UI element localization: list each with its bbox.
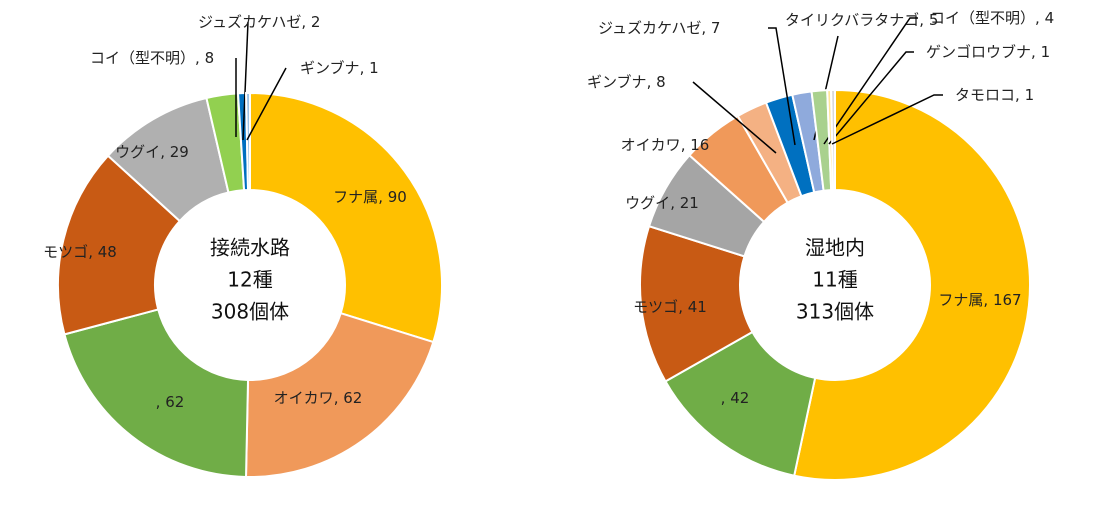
leader-line	[831, 94, 943, 145]
label-separator: ,	[1035, 9, 1045, 27]
value-text: 41	[688, 298, 707, 316]
category-name: コイ（型不明）	[90, 49, 195, 67]
center-title: 湿地内	[805, 236, 865, 260]
data-label: , 62	[156, 393, 185, 411]
category-name: オイカワ	[621, 136, 681, 154]
category-name: ウグイ	[115, 143, 160, 161]
center-species: 11種	[812, 268, 857, 292]
value-text: 5	[929, 11, 939, 29]
value-text: 167	[993, 291, 1022, 309]
leader-line	[828, 51, 914, 145]
label-separator: ,	[1031, 43, 1041, 61]
data-label: タイリクバラタナゴ, 5	[785, 11, 938, 29]
value-text: 48	[98, 243, 117, 261]
value-text: 90	[388, 188, 407, 206]
donut-segment	[63, 308, 250, 478]
label-separator: ,	[919, 11, 929, 29]
value-text: 42	[730, 389, 749, 407]
data-label: ジュズカケハゼ, 7	[598, 19, 720, 37]
category-name: タモロコ	[955, 86, 1015, 104]
value-text: 8	[656, 73, 666, 91]
value-text: 1	[369, 59, 379, 77]
value-text: 7	[711, 19, 721, 37]
data-label: コイ（型不明）, 8	[90, 49, 214, 67]
data-label: ジュズカケハゼ, 2	[198, 13, 320, 31]
leader-line	[692, 81, 777, 154]
leader-line	[768, 27, 796, 146]
value-text: 21	[680, 194, 699, 212]
data-label: ウグイ, 29	[115, 143, 189, 161]
category-name: タイリクバラタナゴ	[785, 11, 919, 29]
value-text: 2	[311, 13, 321, 31]
category-name: ギンブナ	[587, 73, 647, 91]
category-name: フナ属	[938, 291, 983, 309]
leader-line	[246, 67, 287, 141]
data-label: フナ属, 90	[333, 188, 407, 206]
label-separator: ,	[670, 194, 680, 212]
label-separator: ,	[88, 243, 98, 261]
data-label: モツゴ, 41	[633, 298, 707, 316]
label-separator: ,	[681, 136, 691, 154]
center-count: 308個体	[211, 300, 289, 324]
category-name: フナ属	[333, 188, 378, 206]
label-separator: ,	[721, 389, 731, 407]
value-text: 8	[205, 49, 215, 67]
label-separator: ,	[160, 143, 170, 161]
label-separator: ,	[1015, 86, 1025, 104]
category-name: ジュズカケハゼ	[598, 19, 701, 37]
label-separator: ,	[195, 49, 205, 67]
category-name: ジュズカケハゼ	[198, 13, 301, 31]
data-label: ギンブナ, 8	[587, 73, 666, 91]
label-separator: ,	[701, 19, 711, 37]
donut-segment	[244, 311, 435, 478]
center-species: 12種	[227, 268, 272, 292]
value-text: 62	[165, 393, 184, 411]
label-separator: ,	[983, 291, 993, 309]
value-text: 16	[690, 136, 709, 154]
category-name: コイ（型不明）	[930, 9, 1035, 27]
donut-segment	[57, 154, 182, 336]
data-label: オイカワ, 16	[621, 136, 710, 154]
data-label: ギンブナ, 1	[300, 59, 379, 77]
value-text: 1	[1041, 43, 1051, 61]
donut-segment	[830, 88, 836, 192]
category-name: モツゴ	[633, 298, 678, 316]
label-separator: ,	[156, 393, 166, 411]
donut-segment	[244, 91, 251, 192]
leader-line	[242, 21, 249, 141]
donut-segment	[664, 330, 817, 477]
value-text: 4	[1045, 9, 1055, 27]
category-name: モツゴ	[43, 243, 88, 261]
data-label: コイ（型不明）, 4	[930, 9, 1054, 27]
label-separator: ,	[301, 13, 311, 31]
category-name: ギンブナ	[300, 59, 360, 77]
value-text: 1	[1025, 86, 1035, 104]
donut-segment	[249, 91, 443, 344]
data-label: タモロコ, 1	[955, 86, 1034, 104]
category-name: ゲンゴロウブナ	[926, 43, 1031, 61]
leader-line	[823, 17, 918, 145]
label-separator: ,	[360, 59, 370, 77]
label-separator: ,	[647, 73, 657, 91]
category-name: オイカワ	[274, 389, 334, 407]
value-text: 29	[170, 143, 189, 161]
data-label: フナ属, 167	[938, 291, 1021, 309]
value-text: 62	[343, 389, 362, 407]
center-count: 313個体	[796, 300, 874, 324]
donut-segment	[793, 88, 1031, 481]
label-separator: ,	[678, 298, 688, 316]
label-separator: ,	[334, 389, 344, 407]
label-separator: ,	[378, 188, 388, 206]
category-name: ウグイ	[625, 194, 670, 212]
data-label: ゲンゴロウブナ, 1	[926, 43, 1050, 61]
data-label: ウグイ, 21	[625, 194, 699, 212]
data-label: モツゴ, 48	[43, 243, 117, 261]
data-label: オイカワ, 62	[274, 389, 363, 407]
center-title: 接続水路	[210, 236, 290, 260]
data-label: , 42	[721, 389, 750, 407]
